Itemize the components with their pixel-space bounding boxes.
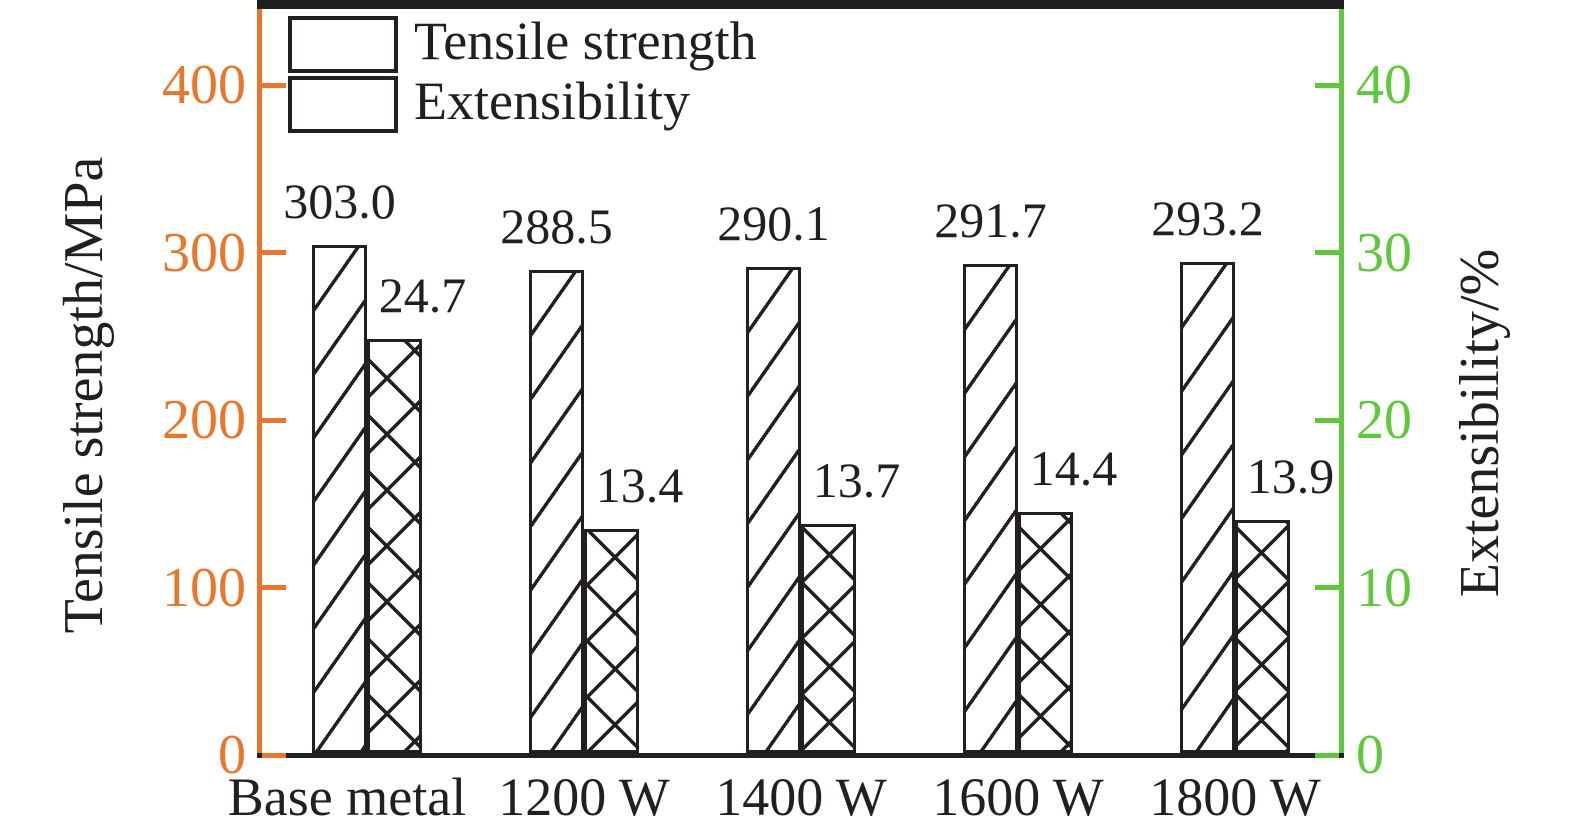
left-axis-tick-400 xyxy=(262,82,286,88)
x-axis-label-3: 1600 W xyxy=(932,767,1104,827)
bottom-axis-line xyxy=(257,753,1344,758)
bar-tensile-0 xyxy=(312,245,367,753)
value-label-tensile-0: 303.0 xyxy=(283,173,396,230)
right-axis-tick-30 xyxy=(1315,250,1339,255)
value-label-extensibility-2: 13.7 xyxy=(812,451,901,508)
bar-extensibility-3 xyxy=(1018,511,1073,753)
x-axis-label-1: 1200 W xyxy=(498,767,670,827)
bar-extensibility-4 xyxy=(1235,520,1290,753)
bar-extensibility-1 xyxy=(584,528,639,753)
top-frame-line xyxy=(257,0,1344,9)
bar-extensibility-2 xyxy=(801,523,856,753)
left-axis-tick-label-300: 300 xyxy=(162,221,246,284)
value-label-tensile-3: 291.7 xyxy=(934,192,1047,249)
right-axis-tick-20 xyxy=(1315,417,1339,423)
right-axis-tick-label-20: 20 xyxy=(1356,389,1412,451)
right-axis-tick-10 xyxy=(1315,585,1339,590)
legend-label-tensile-strength: Tensile strength xyxy=(414,11,757,71)
x-axis-label-4: 1800 W xyxy=(1149,767,1321,827)
value-label-tensile-2: 290.1 xyxy=(717,195,830,252)
value-label-extensibility-1: 13.4 xyxy=(595,456,684,513)
right-axis-tick-label-0: 0 xyxy=(1356,724,1384,786)
right-axis-line xyxy=(1339,0,1344,758)
left-axis-tick-label-400: 400 xyxy=(162,54,246,116)
legend-crosshatch-swatch-icon xyxy=(288,76,398,133)
left-axis-tick-300 xyxy=(262,250,286,255)
bar-tensile-3 xyxy=(963,264,1018,753)
value-label-extensibility-4: 13.9 xyxy=(1246,448,1335,505)
right-axis-tick-40 xyxy=(1315,82,1339,88)
left-axis-tick-100 xyxy=(262,585,286,590)
legend-label-extensibility: Extensibility xyxy=(414,71,690,131)
value-label-tensile-4: 293.2 xyxy=(1151,189,1264,246)
left-axis-tick-0 xyxy=(262,752,286,758)
right-axis-tick-label-10: 10 xyxy=(1356,556,1412,619)
right-axis-tick-0 xyxy=(1315,752,1339,758)
value-label-extensibility-3: 14.4 xyxy=(1029,439,1118,496)
bar-tensile-1 xyxy=(529,269,584,753)
left-axis-tick-label-100: 100 xyxy=(162,556,246,619)
right-axis-tick-label-30: 30 xyxy=(1356,221,1412,284)
legend-diagonal-hatch-swatch-icon xyxy=(288,16,398,73)
left-axis-line xyxy=(257,0,262,758)
value-label-extensibility-0: 24.7 xyxy=(378,267,467,324)
left-axis-tick-label-200: 200 xyxy=(162,389,246,451)
right-axis-tick-label-40: 40 xyxy=(1356,54,1412,116)
value-label-tensile-1: 288.5 xyxy=(500,197,613,254)
bar-tensile-4 xyxy=(1180,261,1235,753)
x-axis-label-0: Base metal xyxy=(227,767,467,827)
x-axis-label-2: 1400 W xyxy=(715,767,887,827)
bar-extensibility-0 xyxy=(367,339,422,753)
left-axis-tick-200 xyxy=(262,417,286,423)
left-axis-tick-label-0: 0 xyxy=(218,724,246,786)
bar-tensile-2 xyxy=(746,267,801,753)
